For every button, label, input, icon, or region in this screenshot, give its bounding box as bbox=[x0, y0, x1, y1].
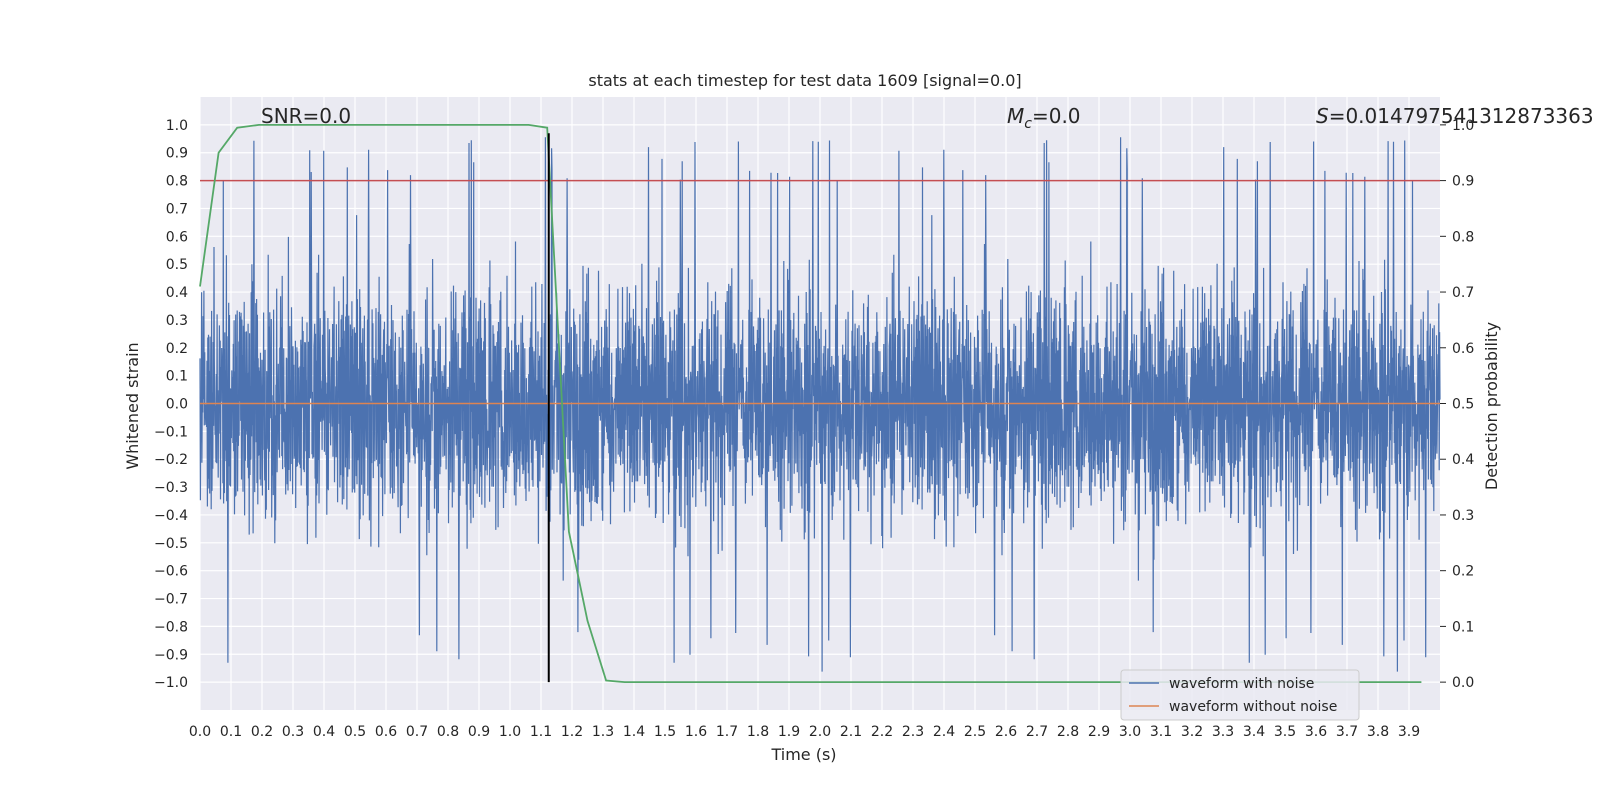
y-right-tick-label: 0.4 bbox=[1452, 452, 1474, 468]
legend-box bbox=[1120, 669, 1360, 721]
y-axis-ticks: 1.0 0.9 0.8 0.7 0.6 0.5 0.4 0.3 0.2 0.1 0.0 −0.1 −0.… bbox=[154, 118, 188, 691]
y-tick-label: −1.0 bbox=[154, 675, 188, 691]
y-tick-label: 0.6 bbox=[166, 229, 188, 245]
x-tick-label: 3.8 bbox=[1367, 724, 1389, 740]
chart-title: stats at each timestep for test data 160… bbox=[588, 71, 1021, 90]
y-tick-label: −0.4 bbox=[154, 508, 188, 524]
y-right-tick-label: 0.8 bbox=[1452, 229, 1474, 245]
s-annotation: S=0.014797541312873363 bbox=[1316, 104, 1594, 128]
y-tick-label: 0.0 bbox=[166, 397, 188, 413]
x-tick-label: 2.1 bbox=[840, 724, 862, 740]
y-tick-label: 0.4 bbox=[166, 285, 188, 301]
chirp-mass-symbol: M bbox=[1007, 104, 1024, 128]
x-tick-label: 0.4 bbox=[313, 724, 335, 740]
x-tick-label: 3.9 bbox=[1398, 724, 1420, 740]
y-tick-label: −0.3 bbox=[154, 480, 188, 496]
legend-label-waveform-without-noise: waveform without noise bbox=[1169, 699, 1337, 715]
y-tick-label: −0.1 bbox=[154, 424, 188, 440]
y-right-tick-label: 0.0 bbox=[1452, 675, 1474, 691]
y-right-tick-label: 0.1 bbox=[1452, 619, 1474, 635]
x-tick-label: 3.3 bbox=[1212, 724, 1234, 740]
series-detection-probability bbox=[199, 124, 1422, 683]
x-tick-label: 0.5 bbox=[344, 724, 366, 740]
x-tick-label: 2.0 bbox=[809, 724, 831, 740]
snr-annotation: SNR=0.0 bbox=[261, 104, 351, 128]
x-tick-label: 1.0 bbox=[499, 724, 521, 740]
x-tick-label: 0.7 bbox=[406, 724, 428, 740]
y-axis-label: Whitened strain bbox=[123, 342, 142, 469]
x-axis-ticks: 0.0 0.1 0.2 0.3 0.4 0.5 0.6 0.7 0.8 0.9 1.0 1.1 1.2 1… bbox=[189, 724, 1420, 740]
chirp-mass-value: =0.0 bbox=[1032, 104, 1081, 128]
x-tick-label: 2.4 bbox=[933, 724, 955, 740]
y-axis-right-ticks: 1.0 0.9 0.8 0.7 0.6 0.5 0.4 0.3 0.2 0.1 0.0 bbox=[1440, 118, 1474, 691]
x-tick-label: 3.1 bbox=[1150, 724, 1172, 740]
y-tick-label: −0.6 bbox=[154, 564, 188, 580]
y-tick-label: 0.9 bbox=[166, 146, 188, 162]
y-tick-label: −0.7 bbox=[154, 592, 188, 608]
x-tick-label: 0.8 bbox=[437, 724, 459, 740]
y-right-tick-label: 0.3 bbox=[1452, 508, 1474, 524]
x-tick-label: 1.6 bbox=[685, 724, 707, 740]
y-tick-label: 0.5 bbox=[166, 257, 188, 273]
x-tick-label: 1.7 bbox=[716, 724, 738, 740]
x-tick-label: 3.5 bbox=[1274, 724, 1296, 740]
x-axis-label: Time (s) bbox=[770, 745, 836, 764]
series-waveform-with-noise bbox=[199, 137, 1441, 672]
x-tick-label: 1.3 bbox=[592, 724, 614, 740]
x-tick-label: 3.7 bbox=[1336, 724, 1358, 740]
y-axis-right-label: Detection probability bbox=[1482, 322, 1501, 490]
x-tick-label: 1.5 bbox=[654, 724, 676, 740]
y-right-tick-label: 0.6 bbox=[1452, 341, 1474, 357]
y-tick-label: −0.8 bbox=[154, 619, 188, 635]
x-tick-label: 3.4 bbox=[1243, 724, 1265, 740]
x-tick-label: 2.9 bbox=[1088, 724, 1110, 740]
x-tick-label: 0.1 bbox=[220, 724, 242, 740]
x-tick-label: 2.8 bbox=[1057, 724, 1079, 740]
x-tick-label: 1.8 bbox=[747, 724, 769, 740]
x-tick-label: 3.0 bbox=[1119, 724, 1141, 740]
legend-label-waveform-with-noise: waveform with noise bbox=[1169, 676, 1314, 692]
x-tick-label: 0.0 bbox=[189, 724, 211, 740]
y-right-tick-label: 1.0 bbox=[1452, 118, 1474, 134]
y-tick-label: 1.0 bbox=[166, 118, 188, 134]
y-tick-label: 0.2 bbox=[166, 341, 188, 357]
y-tick-label: −0.9 bbox=[154, 647, 188, 663]
y-right-tick-label: 0.2 bbox=[1452, 564, 1474, 580]
x-tick-label: 0.3 bbox=[282, 724, 304, 740]
x-tick-label: 2.2 bbox=[871, 724, 893, 740]
chirp-mass-annotation: Mc=0.0 bbox=[1007, 104, 1081, 132]
x-tick-label: 2.5 bbox=[964, 724, 986, 740]
x-tick-label: 0.6 bbox=[375, 724, 397, 740]
x-tick-label: 2.3 bbox=[902, 724, 924, 740]
y-tick-label: 0.3 bbox=[166, 313, 188, 329]
x-tick-label: 2.6 bbox=[995, 724, 1017, 740]
x-tick-label: 0.2 bbox=[251, 724, 273, 740]
x-tick-label: 1.9 bbox=[778, 724, 800, 740]
x-tick-label: 1.4 bbox=[623, 724, 645, 740]
noise-trace bbox=[199, 137, 1441, 672]
x-tick-label: 2.7 bbox=[1026, 724, 1048, 740]
y-right-tick-label: 0.7 bbox=[1452, 285, 1474, 301]
x-tick-label: 1.2 bbox=[561, 724, 583, 740]
y-right-tick-label: 0.9 bbox=[1452, 174, 1474, 190]
s-symbol: S bbox=[1316, 104, 1329, 128]
y-tick-label: 0.8 bbox=[166, 174, 188, 190]
legend: waveform with noise waveform without noi… bbox=[1120, 669, 1360, 721]
y-tick-label: −0.2 bbox=[154, 452, 188, 468]
y-tick-label: 0.1 bbox=[166, 369, 188, 385]
y-tick-label: 0.7 bbox=[166, 201, 188, 217]
x-tick-label: 1.1 bbox=[530, 724, 552, 740]
s-value: =0.014797541312873363 bbox=[1329, 104, 1594, 128]
x-tick-label: 0.9 bbox=[468, 724, 490, 740]
x-tick-label: 3.2 bbox=[1181, 724, 1203, 740]
y-tick-label: −0.5 bbox=[154, 536, 188, 552]
x-tick-label: 3.6 bbox=[1305, 724, 1327, 740]
chirp-mass-subscript: c bbox=[1024, 116, 1032, 132]
y-right-tick-label: 0.5 bbox=[1452, 397, 1474, 413]
